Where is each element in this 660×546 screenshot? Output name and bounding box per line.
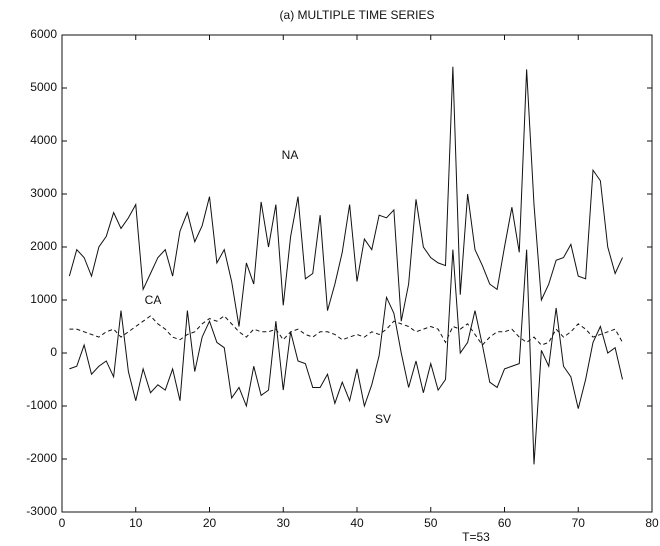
x-tick-label: 40 xyxy=(350,516,364,530)
chart-title: (a) MULTIPLE TIME SERIES xyxy=(280,8,435,22)
x-tick-label: 10 xyxy=(129,516,143,530)
series-label: NA xyxy=(282,148,299,162)
series-line xyxy=(69,249,623,465)
x-tick-label: 50 xyxy=(424,516,438,530)
y-tick-label: -3000 xyxy=(26,504,57,518)
y-tick-label: -1000 xyxy=(26,398,57,412)
x-tick-label: 70 xyxy=(572,516,586,530)
y-tick-label: 5000 xyxy=(30,80,57,94)
series-line xyxy=(68,66,623,327)
y-tick-label: 0 xyxy=(50,345,57,359)
y-tick-label: -2000 xyxy=(26,451,57,465)
series-line xyxy=(69,315,623,346)
y-tick-label: 3000 xyxy=(30,186,57,200)
y-tick-label: 4000 xyxy=(30,133,57,147)
x-tick-label: 60 xyxy=(498,516,512,530)
annotation: T=53 xyxy=(462,530,490,544)
x-tick-label: 0 xyxy=(59,516,66,530)
y-tick-label: 6000 xyxy=(30,27,57,41)
y-tick-label: 1000 xyxy=(30,292,57,306)
x-tick-label: 20 xyxy=(203,516,217,530)
x-tick-label: 80 xyxy=(645,516,659,530)
series-label: CA xyxy=(145,293,162,307)
series-label: SV xyxy=(375,412,391,426)
x-tick-label: 30 xyxy=(277,516,291,530)
y-tick-label: 2000 xyxy=(30,239,57,253)
